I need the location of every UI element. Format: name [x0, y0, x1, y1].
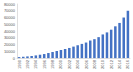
svg-text:10000: 10000	[4, 49, 16, 54]
svg-text:2012: 2012	[109, 59, 114, 69]
svg-text:2006: 2006	[84, 59, 89, 69]
svg-text:60000: 60000	[4, 15, 16, 20]
svg-text:2004: 2004	[75, 59, 80, 69]
svg-text:2010: 2010	[100, 59, 105, 69]
svg-text:2002: 2002	[67, 59, 72, 69]
svg-text:0: 0	[13, 56, 16, 61]
svg-text:2016: 2016	[125, 59, 130, 69]
svg-text:1996: 1996	[42, 59, 47, 69]
svg-text:2014: 2014	[117, 59, 122, 69]
svg-text:1998: 1998	[50, 59, 55, 69]
svg-text:1992: 1992	[25, 59, 30, 69]
svg-text:1990: 1990	[17, 59, 22, 69]
svg-text:30000: 30000	[4, 35, 16, 40]
svg-text:80000: 80000	[4, 2, 16, 7]
svg-text:50000: 50000	[4, 22, 16, 27]
svg-text:20000: 20000	[4, 42, 16, 47]
svg-text:1994: 1994	[33, 59, 38, 69]
svg-text:40000: 40000	[4, 29, 16, 34]
svg-text:2008: 2008	[92, 59, 97, 69]
svg-text:70000: 70000	[4, 8, 16, 13]
svg-text:2000: 2000	[58, 59, 63, 69]
